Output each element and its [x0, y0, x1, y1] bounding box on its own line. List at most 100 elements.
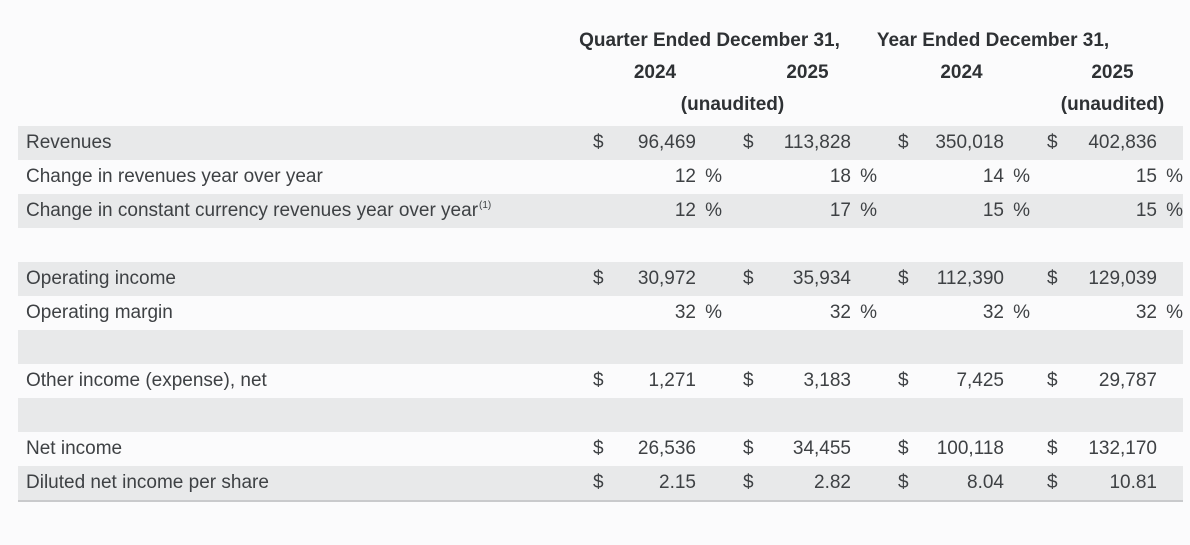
cell-value: 15	[1135, 166, 1157, 187]
header-period-titles: Quarter Ended December 31, Year Ended De…	[18, 25, 1183, 57]
value-cell: 15%	[1042, 166, 1183, 188]
dollar-sign: $	[593, 268, 604, 289]
value-cell: $1,271	[588, 370, 722, 392]
dollar-sign: $	[898, 438, 909, 459]
annual-2024-column-header: 2024	[940, 62, 983, 83]
value-cell: 32%	[1042, 302, 1183, 324]
table-row: Operating margin 32% 32% 32% 32%	[18, 296, 1183, 330]
spacer-row	[18, 398, 1183, 432]
dollar-sign: $	[593, 132, 604, 153]
table-row: Diluted net income per share $2.15 $2.82 $8…	[18, 466, 1183, 500]
value-cell: 15%	[1042, 200, 1183, 222]
value-cell: 32%	[738, 302, 877, 324]
quarter-ended-title-text: Quarter Ended December 31,	[579, 30, 840, 51]
value-cell: $96,469	[588, 132, 722, 154]
value-cell: 15%	[893, 200, 1030, 222]
value-cell: $112,390	[893, 268, 1030, 290]
table-row: Revenues $96,469 $113,828 $350,018 $402,836	[18, 126, 1183, 160]
cell-value: 8.04	[967, 472, 1004, 493]
row-label: Operating margin	[26, 302, 173, 323]
value-cell: 18%	[738, 166, 877, 188]
dollar-sign: $	[743, 472, 754, 493]
quarter-unaudited-note: (unaudited)	[680, 94, 785, 115]
cell-value: 26,536	[637, 438, 696, 459]
percent-sign: %	[1013, 302, 1030, 323]
table-header: Quarter Ended December 31, Year Ended De…	[18, 25, 1183, 120]
cell-value: 18	[829, 166, 851, 187]
cell-value: 29,787	[1098, 370, 1157, 391]
quarter-2024-column-header: 2024	[633, 62, 677, 83]
value-cell: $100,118	[893, 438, 1030, 460]
table-row: Net income $26,536 $34,455 $100,118 $132,170	[18, 432, 1183, 466]
cell-value: 132,170	[1088, 438, 1157, 459]
row-label: Net income	[26, 438, 123, 459]
dollar-sign: $	[743, 132, 754, 153]
percent-sign: %	[705, 302, 722, 323]
cell-value: 12	[674, 166, 696, 187]
cell-value: 17	[829, 200, 851, 221]
percent-sign: %	[860, 302, 877, 323]
cell-value: 96,469	[637, 132, 696, 153]
value-cell: 12%	[588, 200, 722, 222]
dollar-sign: $	[898, 472, 909, 493]
row-label: Operating income	[26, 268, 176, 289]
row-label: Change in constant currency revenues yea…	[26, 200, 492, 221]
year-ended-title: Year Ended December 31,	[877, 25, 1183, 57]
value-cell: $10.81	[1042, 472, 1183, 494]
dollar-sign: $	[593, 472, 604, 493]
cell-value: 35,934	[792, 268, 851, 289]
table-row: Change in constant currency revenues yea…	[18, 194, 1183, 228]
value-cell: $30,972	[588, 268, 722, 290]
quarter-ended-title: Quarter Ended December 31,	[579, 25, 877, 57]
dollar-sign: $	[743, 438, 754, 459]
cell-value: 7,425	[956, 370, 1004, 391]
header-unaudited: (unaudited) (unaudited)	[18, 89, 1183, 120]
percent-sign: %	[1166, 302, 1183, 323]
cell-value: 32	[1135, 302, 1157, 323]
dollar-sign: $	[1047, 268, 1058, 289]
cell-value: 129,039	[1088, 268, 1157, 289]
value-cell: 32%	[893, 302, 1030, 324]
cell-value: 14	[982, 166, 1004, 187]
percent-sign: %	[1013, 200, 1030, 221]
percent-sign: %	[705, 200, 722, 221]
value-cell: $402,836	[1042, 132, 1183, 154]
table-row: Operating income $30,972 $35,934 $112,390 $1…	[18, 262, 1183, 296]
percent-sign: %	[1166, 200, 1183, 221]
value-cell: $26,536	[588, 438, 722, 460]
cell-value: 15	[982, 200, 1004, 221]
dollar-sign: $	[743, 268, 754, 289]
dollar-sign: $	[1047, 132, 1058, 153]
value-cell: 14%	[893, 166, 1030, 188]
dollar-sign: $	[1047, 370, 1058, 391]
value-cell: 17%	[738, 200, 877, 222]
dollar-sign: $	[743, 370, 754, 391]
cell-value: 30,972	[637, 268, 696, 289]
spacer-row	[18, 330, 1183, 364]
header-years: 2024 2025 2024 2025	[18, 57, 1183, 89]
spacer-row	[18, 228, 1183, 262]
cell-value: 100,118	[936, 438, 1004, 459]
cell-value: 2.15	[659, 472, 696, 493]
cell-value: 12	[674, 200, 696, 221]
value-cell: $113,828	[738, 132, 877, 154]
cell-value: 112,390	[936, 268, 1004, 289]
annual-unaudited-note: (unaudited)	[1060, 94, 1165, 115]
cell-value: 15	[1135, 200, 1157, 221]
dollar-sign: $	[1047, 472, 1058, 493]
value-cell: $2.15	[588, 472, 722, 494]
percent-sign: %	[705, 166, 722, 187]
value-cell: $7,425	[893, 370, 1030, 392]
value-cell: $29,787	[1042, 370, 1183, 392]
value-cell: $129,039	[1042, 268, 1183, 290]
cell-value: 350,018	[935, 132, 1004, 153]
cell-value: 32	[674, 302, 696, 323]
dollar-sign: $	[898, 268, 909, 289]
value-cell: $3,183	[738, 370, 877, 392]
row-label: Revenues	[26, 132, 112, 153]
cell-value: 10.81	[1109, 472, 1157, 493]
percent-sign: %	[1013, 166, 1030, 187]
footnote-marker: (1)	[479, 200, 492, 211]
cell-value: 402,836	[1088, 132, 1157, 153]
row-label: Other income (expense), net	[26, 370, 267, 391]
